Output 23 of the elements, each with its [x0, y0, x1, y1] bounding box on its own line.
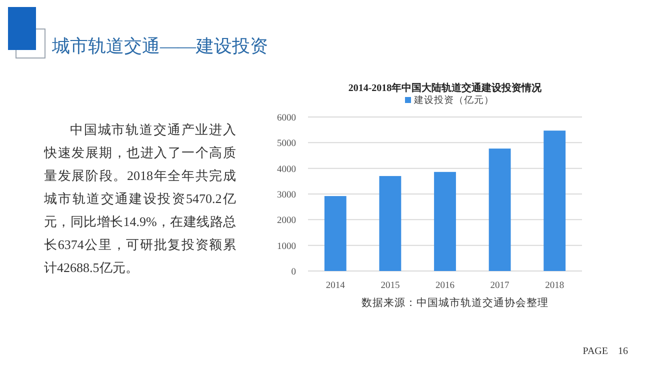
text: 中国城市轨道交通产业进入快速发展期，也进入了一个高质量发展阶段。2018年全年共完成城市轨道交通建设投资5470.2亿元，同比增长14.9%，在建线路总长6374公里，可研批复投资额累计42688.5亿元。 — [44, 121, 236, 277]
x-tick-label: 2016 — [436, 281, 455, 291]
bar — [488, 148, 511, 271]
x-tick-label: 2018 — [545, 281, 564, 291]
bar — [544, 130, 566, 271]
text: 城市轨道交通——建设投资 — [51, 36, 268, 56]
y-tick-label: 6000 — [277, 114, 296, 124]
chart-title: 2014-2018年中国大陆轨道交通建设投资情况 — [348, 82, 543, 94]
y-tick-label: 4000 — [277, 164, 296, 175]
y-tick-label: 0 — [291, 268, 296, 278]
y-tick-label: 1000 — [277, 242, 296, 252]
y-tick-label: 5000 — [277, 139, 296, 150]
bar — [379, 176, 402, 271]
bar — [434, 172, 456, 271]
source-note: 数据来源：中国城市轨道交通协会整理 — [362, 296, 548, 309]
legend-label: 建设投资（亿元） — [413, 94, 494, 106]
y-tick-label: 3000 — [277, 190, 296, 200]
text: PAGE 16 — [582, 346, 628, 357]
x-tick-label: 2015 — [380, 281, 400, 291]
y-tick-label: 2000 — [277, 216, 296, 226]
bar — [324, 196, 346, 271]
x-tick-label: 2014 — [326, 281, 346, 291]
x-tick-label: 2017 — [490, 281, 510, 291]
